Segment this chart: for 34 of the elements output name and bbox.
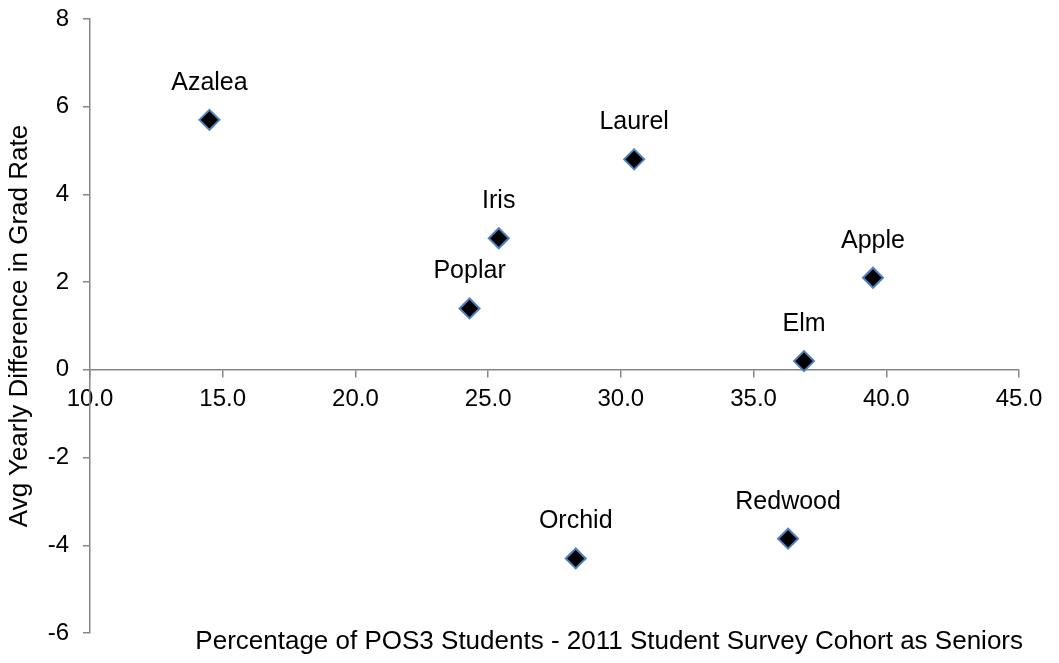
y-axis-title: Avg Yearly Difference in Grad Rate — [2, 124, 33, 528]
y-tick-label: -2 — [47, 442, 69, 470]
y-tick-label: 8 — [55, 3, 69, 31]
y-tick-label: 6 — [55, 91, 69, 119]
x-tick-label: 10.0 — [66, 383, 114, 411]
annotation: Orchid — [538, 505, 613, 534]
point — [198, 108, 221, 131]
annotation: Poplar — [433, 255, 506, 284]
y-tick-label: 2 — [55, 266, 69, 294]
point — [793, 350, 815, 373]
annotation: Laurel — [599, 106, 669, 135]
y-tick-label: 0 — [55, 354, 69, 382]
point — [862, 266, 885, 289]
x-tick-label: 20.0 — [332, 383, 379, 411]
x-tick-label: 30.0 — [597, 383, 645, 411]
x-tick-label: 45.0 — [995, 383, 1043, 411]
point — [623, 148, 646, 171]
point — [487, 227, 510, 250]
x-tick-label: 25.0 — [464, 383, 512, 411]
annotation: Azalea — [171, 66, 248, 95]
point — [777, 527, 800, 550]
annotation: Iris — [482, 185, 516, 214]
y-tick-label: -4 — [47, 529, 69, 557]
y-tick-label: -6 — [47, 617, 69, 645]
point — [564, 547, 587, 570]
annotation: Elm — [782, 307, 826, 336]
point — [458, 297, 481, 320]
x-tick-label: 35.0 — [730, 383, 777, 411]
x-axis-title: Percentage of POS3 Students - 2011 Student Survey Cohort as Seniors — [195, 625, 1023, 656]
annotation: Redwood — [735, 485, 841, 514]
x-tick-label: 40.0 — [862, 383, 910, 411]
annotation: Apple — [841, 224, 905, 253]
x-tick-label: 15.0 — [199, 383, 247, 411]
y-tick-label: 4 — [55, 179, 69, 207]
